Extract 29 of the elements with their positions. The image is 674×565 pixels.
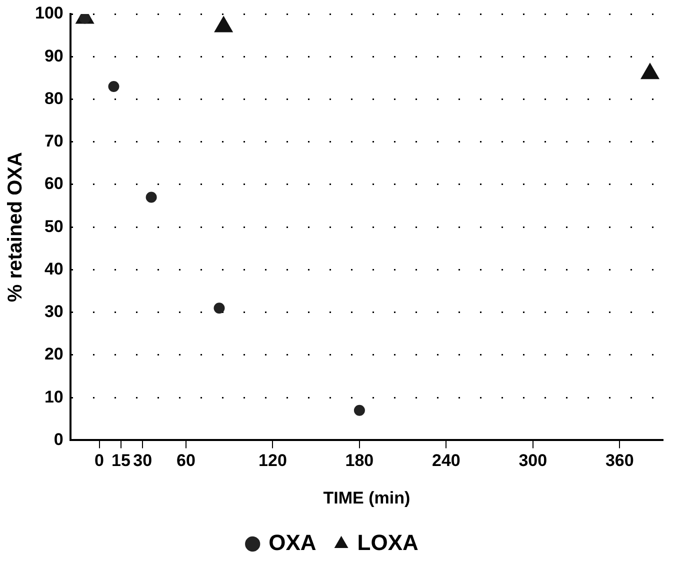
x-tick-label: 60 xyxy=(176,451,196,470)
point xyxy=(79,14,90,24)
y-tick-label: 40 xyxy=(44,259,64,278)
x-tick-label: 120 xyxy=(258,451,287,470)
y-tick-label: 80 xyxy=(44,88,64,108)
x-tick-label: 180 xyxy=(345,451,374,470)
x-tick-label: 30 xyxy=(133,451,152,470)
x-tick-label: 360 xyxy=(605,451,634,470)
x-tick-label: 0 xyxy=(94,451,104,470)
y-tick-label: 90 xyxy=(44,46,64,66)
point xyxy=(214,302,225,314)
point xyxy=(354,404,365,416)
y-tick-label: 0 xyxy=(54,430,64,449)
y-tick-label: 30 xyxy=(44,302,64,322)
legend-label: OXA xyxy=(268,530,316,556)
point xyxy=(108,80,120,92)
legend-label: LOXA xyxy=(357,530,419,556)
y-tick-label: 100 xyxy=(34,4,64,23)
y-tick-label: 50 xyxy=(44,216,64,236)
y-tick-label: 20 xyxy=(44,344,64,364)
y-axis-title: % retained OXA xyxy=(4,152,27,302)
y-tick-label: 70 xyxy=(44,132,64,151)
x-tick-label: 300 xyxy=(518,451,548,470)
x-tick-label: 15 xyxy=(111,451,130,470)
y-tick-label: 60 xyxy=(44,174,64,194)
point xyxy=(146,192,157,203)
x-axis-title: TIME (min) xyxy=(323,488,410,508)
y-tick-label: 10 xyxy=(44,387,64,406)
x-tick-label: 240 xyxy=(432,451,460,470)
